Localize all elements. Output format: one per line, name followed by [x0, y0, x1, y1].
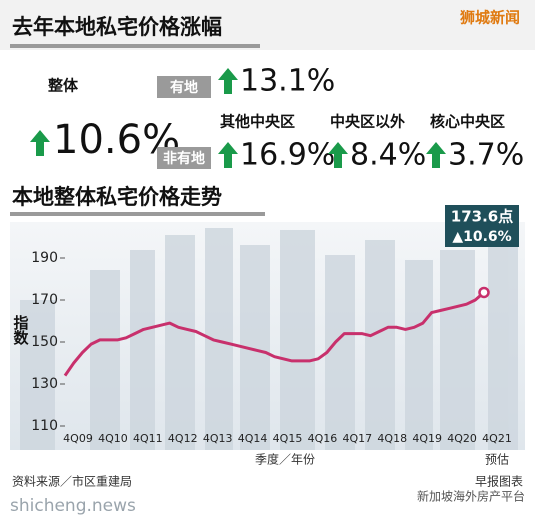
region-value: 16.9% — [240, 138, 335, 173]
annotation-value: 173.6点 — [451, 208, 513, 226]
source: 资料来源／市区重建局 — [12, 474, 132, 489]
x-tick-label: 4Q11 — [133, 432, 163, 445]
city-skyline — [20, 228, 518, 450]
x-tick-label: 4Q09 — [63, 432, 93, 445]
chart-title: 本地整体私宅价格走势 — [12, 185, 222, 209]
x-tick-label: 4Q10 — [98, 432, 128, 445]
x-tick-label: 4Q13 — [203, 432, 233, 445]
tag-box — [157, 76, 211, 98]
y-tick-label: 150 — [31, 334, 58, 350]
underline — [10, 44, 260, 48]
x-tick-label: 4Q19 — [412, 432, 442, 445]
price-line — [63, 291, 485, 377]
x-tick-label: 4Q12 — [168, 432, 198, 445]
landed-value: 13.1% — [240, 64, 335, 99]
site-watermark: shicheng.news — [10, 496, 136, 516]
underline — [10, 212, 265, 216]
x-tick-label: 4Q17 — [343, 432, 373, 445]
y-tick-label: 110 — [31, 418, 58, 434]
up-arrow — [328, 142, 348, 168]
up-arrow — [218, 68, 238, 94]
x-tick-label: 4Q16 — [308, 432, 338, 445]
y-tick-label: 190 — [31, 250, 58, 266]
title: 去年本地私宅价格涨幅 — [12, 15, 222, 39]
x-tick-label: 4Q18 — [377, 432, 407, 445]
nonlanded-label: 非有地 — [163, 150, 205, 167]
annotation-change: ▲10.6% — [452, 229, 511, 245]
y-tick-label: 130 — [31, 376, 58, 392]
end-marker — [478, 286, 490, 299]
wechat-watermark: 新加坡海外房产平台 — [417, 489, 525, 504]
landed-label: 有地 — [170, 79, 198, 96]
annotation-box — [445, 205, 519, 247]
logo: 狮城新闻 — [459, 9, 520, 27]
region-value: 3.7% — [448, 138, 524, 173]
up-arrow — [218, 142, 238, 168]
up-arrow — [30, 130, 50, 156]
x-axis-label: 季度／年份 — [255, 452, 315, 467]
x-tick-label: 4Q20 — [447, 432, 477, 445]
header-band — [0, 0, 535, 50]
y-tick-label: 170 — [31, 292, 58, 308]
region-value: 8.4% — [350, 138, 426, 173]
forecast-note: 预估 — [485, 453, 509, 467]
credit: 早报图表 — [475, 474, 523, 489]
overall-label: 整体 — [48, 77, 79, 95]
up-arrow — [426, 142, 446, 168]
region-label: 中央区以外 — [330, 113, 405, 131]
x-tick-label: 4Q21 — [482, 432, 512, 445]
x-tick-label: 4Q15 — [273, 432, 303, 445]
tag-box — [157, 147, 211, 169]
region-label: 核心中央区 — [430, 113, 505, 131]
region-label: 其他中央区 — [220, 113, 295, 131]
x-tick-label: 4Q14 — [238, 432, 268, 445]
y-axis-label: 指数 — [12, 314, 30, 346]
